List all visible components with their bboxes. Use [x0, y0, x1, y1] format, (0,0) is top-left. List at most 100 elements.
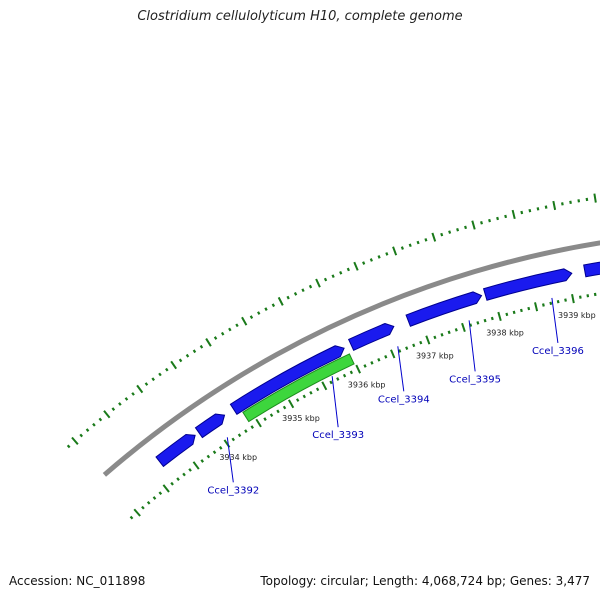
inner-tick — [384, 355, 388, 359]
outer-tick — [103, 410, 111, 419]
outer-tick — [496, 216, 500, 221]
gene-arrow[interactable] — [583, 249, 600, 278]
inner-tick — [461, 322, 466, 333]
inner-tick — [321, 381, 328, 391]
inner-tick — [349, 370, 354, 375]
gene-label-ccel_3396[interactable]: Ccel_3396 — [532, 346, 584, 357]
outer-tick — [385, 252, 389, 256]
tick-label: 3936 kbp — [348, 380, 386, 389]
inner-tick — [269, 413, 274, 418]
inner-tick — [162, 484, 170, 493]
inner-tick — [469, 323, 473, 327]
map-title: Clostridium cellulolyticum H10, complete… — [137, 9, 463, 24]
inner-tick — [152, 496, 157, 500]
inner-tick — [302, 394, 306, 399]
gene-arrow[interactable] — [405, 291, 483, 327]
inner-tick — [355, 364, 362, 374]
outer-tick — [98, 417, 103, 422]
inner-tick — [288, 399, 295, 409]
inner-tick — [527, 306, 531, 311]
gene-leader-line — [468, 320, 476, 372]
inner-tick — [218, 446, 223, 450]
gene-arrow[interactable] — [347, 322, 395, 351]
gene-label-ccel_3392[interactable]: Ccel_3392 — [207, 485, 259, 496]
inner-tick — [192, 461, 200, 470]
outer-tick — [170, 360, 178, 370]
inner-tick — [412, 343, 416, 348]
outer-tick — [293, 292, 298, 296]
outer-tick — [205, 338, 212, 347]
gene-arrow[interactable] — [229, 345, 345, 416]
outer-tick — [392, 246, 398, 256]
tick-label: 3935 kbp — [282, 414, 320, 423]
inner-tick-track — [129, 292, 597, 520]
outer-tick — [118, 402, 122, 406]
gene-labels: Ccel_3392 Ccel_3393 Ccel_3394 Ccel_3395 Ccel… — [207, 297, 584, 496]
inner-tick — [390, 349, 396, 359]
outer-tick — [552, 200, 557, 211]
outer-tick — [488, 218, 491, 223]
gene-arrow[interactable] — [194, 413, 226, 439]
outer-tick — [111, 407, 116, 411]
inner-tick — [188, 468, 192, 472]
outer-tick — [369, 258, 373, 262]
inner-tick — [405, 346, 409, 350]
outer-tick — [241, 316, 248, 326]
tick-label: 3939 kbp — [558, 311, 596, 320]
gene-label-ccel_3394[interactable]: Ccel_3394 — [378, 394, 430, 405]
gene-label-ccel_3395[interactable]: Ccel_3395 — [449, 374, 501, 385]
outer-tick — [158, 372, 162, 377]
inner-tick — [255, 418, 262, 428]
inner-tick — [276, 409, 280, 414]
highlighted-gene-bar[interactable] — [242, 353, 355, 423]
outer-tick — [235, 323, 239, 328]
outer-tick — [511, 209, 516, 220]
inner-tick — [212, 450, 217, 455]
tick-label: 3937 kbp — [416, 352, 454, 361]
inner-tick — [133, 508, 141, 517]
outer-tick — [416, 240, 420, 245]
outer-tick — [165, 367, 169, 372]
inner-tick — [542, 303, 545, 307]
outer-tick — [431, 232, 437, 242]
inner-tick — [295, 398, 300, 402]
genome-summary-text: Topology: circular; Length: 4,068,724 bp… — [260, 574, 590, 588]
inner-tick — [263, 417, 267, 421]
accession-text: Accession: NC_011898 — [9, 574, 146, 588]
outer-tick — [66, 444, 71, 449]
outer-tick — [199, 344, 204, 349]
inner-tick — [146, 500, 151, 505]
inner-tick — [425, 335, 431, 345]
gene-label-ccel_3393[interactable]: Ccel_3393 — [312, 430, 364, 441]
outer-tick — [124, 397, 129, 401]
outer-tick — [377, 255, 381, 259]
outer-tick — [593, 193, 597, 203]
inner-tick — [549, 301, 553, 306]
inner-tick — [363, 364, 367, 368]
outer-tick — [408, 243, 412, 248]
inner-tick — [505, 312, 509, 317]
inner-tick — [534, 302, 539, 312]
tick-label: 3934 kbp — [219, 453, 257, 462]
outer-tick — [577, 199, 581, 203]
gene-arrow[interactable] — [482, 268, 573, 301]
inner-tick — [490, 316, 494, 321]
highlight-track — [242, 353, 355, 423]
inner-tick — [564, 298, 567, 302]
outer-tick — [220, 331, 225, 336]
inner-tick — [419, 340, 423, 345]
inner-tick — [476, 321, 480, 325]
gene-leader-line — [551, 297, 559, 344]
inner-tick — [309, 390, 313, 395]
outer-tick — [71, 436, 79, 445]
outer-tick — [480, 221, 483, 225]
inner-tick — [519, 308, 523, 313]
inner-tick — [398, 349, 402, 353]
inner-tick — [342, 373, 347, 378]
inner-tick — [250, 425, 254, 429]
inner-tick — [433, 335, 437, 340]
outer-tick — [257, 311, 261, 315]
gene-arrow[interactable] — [155, 433, 196, 468]
inner-tick — [447, 330, 451, 335]
